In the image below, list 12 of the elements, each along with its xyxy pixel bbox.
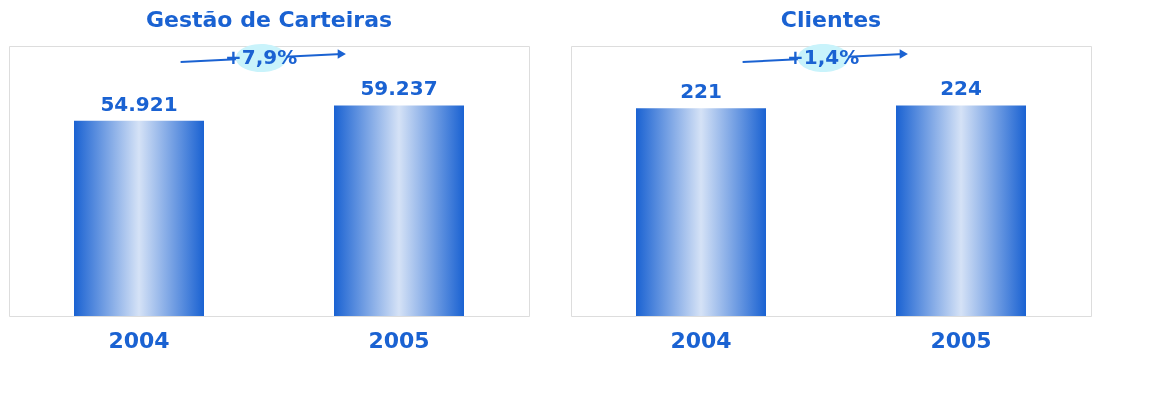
text: +1,4% bbox=[787, 45, 860, 69]
data-label: 59.237 bbox=[360, 76, 438, 101]
x-tick-label: 2005 bbox=[930, 327, 992, 353]
data-label: 224 bbox=[940, 76, 982, 101]
x-tick-label: 2004 bbox=[670, 327, 732, 353]
x-tick-label: 2004 bbox=[108, 327, 170, 353]
data-label: 54.921 bbox=[100, 91, 178, 116]
chart-title: Gestão de Carteiras bbox=[145, 6, 393, 32]
chart-title: Clientes bbox=[780, 6, 882, 32]
data-label: 221 bbox=[680, 79, 722, 104]
text: +7,9% bbox=[225, 45, 298, 69]
x-tick-label: 2005 bbox=[368, 327, 430, 353]
